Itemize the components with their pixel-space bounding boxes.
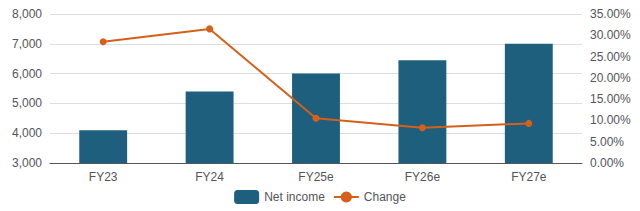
svg-text:FY23: FY23 <box>89 170 118 184</box>
svg-text:FY24: FY24 <box>195 170 224 184</box>
svg-text:10.00%: 10.00% <box>590 113 631 127</box>
svg-text:FY26e: FY26e <box>405 170 441 184</box>
svg-text:35.00%: 35.00% <box>590 7 631 21</box>
svg-text:5,000: 5,000 <box>12 96 42 110</box>
svg-text:3,000: 3,000 <box>12 156 42 170</box>
svg-text:Change: Change <box>364 190 406 204</box>
svg-text:7,000: 7,000 <box>12 37 42 51</box>
svg-text:FY27e: FY27e <box>511 170 547 184</box>
svg-text:5.00%: 5.00% <box>590 135 624 149</box>
svg-text:0.00%: 0.00% <box>590 156 624 170</box>
svg-text:6,000: 6,000 <box>12 67 42 81</box>
svg-text:4,000: 4,000 <box>12 126 42 140</box>
svg-text:FY25e: FY25e <box>298 170 334 184</box>
svg-text:20.00%: 20.00% <box>590 71 631 85</box>
svg-text:25.00%: 25.00% <box>590 50 631 64</box>
svg-text:15.00%: 15.00% <box>590 92 631 106</box>
svg-text:8,000: 8,000 <box>12 7 42 21</box>
svg-text:30.00%: 30.00% <box>590 28 631 42</box>
svg-text:Net income: Net income <box>264 190 325 204</box>
